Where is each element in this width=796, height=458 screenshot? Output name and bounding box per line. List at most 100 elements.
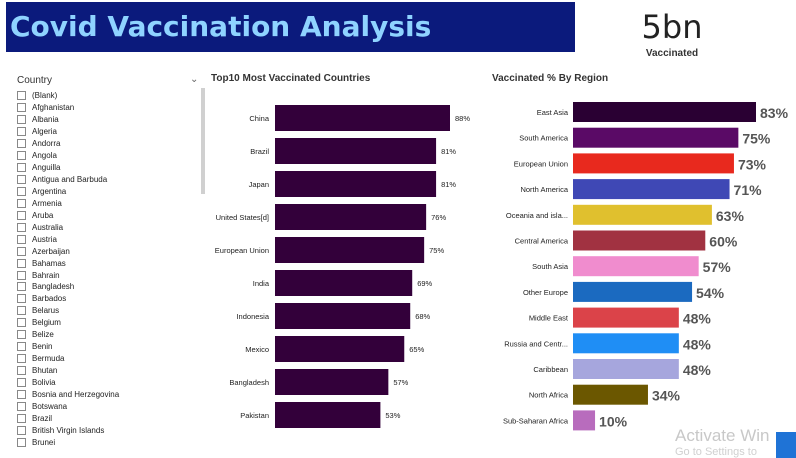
slicer-item[interactable]: Brunei <box>17 436 197 448</box>
checkbox[interactable] <box>17 210 26 220</box>
checkbox[interactable] <box>17 163 26 173</box>
data-label: 63% <box>716 208 745 224</box>
checkbox[interactable] <box>17 413 26 423</box>
checkbox[interactable] <box>17 437 26 447</box>
slicer-item[interactable]: Australia <box>17 221 197 233</box>
bar[interactable] <box>275 402 381 428</box>
checkbox[interactable] <box>17 354 26 364</box>
data-label: 53% <box>385 411 400 420</box>
bar[interactable] <box>573 153 734 174</box>
slicer-item[interactable]: Argentina <box>17 186 197 198</box>
slicer-item-label: Bahamas <box>32 258 66 268</box>
slicer-item[interactable]: Bangladesh <box>17 281 197 293</box>
checkbox[interactable] <box>17 198 26 208</box>
checkbox[interactable] <box>17 389 26 399</box>
title-bar: Covid Vaccination Analysis <box>6 2 575 52</box>
checkbox[interactable] <box>17 306 26 316</box>
slicer-item[interactable]: Azerbaijan <box>17 245 197 257</box>
bar[interactable] <box>573 230 706 251</box>
bar[interactable] <box>573 281 693 302</box>
bar[interactable] <box>573 127 739 148</box>
bar[interactable] <box>573 204 712 225</box>
bar[interactable] <box>275 171 437 197</box>
slicer-item-label: Afghanistan <box>32 103 75 113</box>
checkbox[interactable] <box>17 294 26 304</box>
bar[interactable] <box>573 410 596 431</box>
checkbox[interactable] <box>17 377 26 387</box>
bar[interactable] <box>573 359 679 379</box>
checkbox[interactable] <box>17 151 26 161</box>
bar[interactable] <box>275 303 411 329</box>
slicer-item[interactable]: Albania <box>17 114 197 126</box>
slicer-item[interactable]: Belize <box>17 329 197 341</box>
slicer-item[interactable]: Bahrain <box>17 269 197 281</box>
slicer-item[interactable]: Angola <box>17 150 197 162</box>
slicer-item[interactable]: Andorra <box>17 138 197 150</box>
bar[interactable] <box>275 237 425 263</box>
bar[interactable] <box>275 336 405 362</box>
slicer-item[interactable]: Bhutan <box>17 365 197 377</box>
bar[interactable] <box>275 204 427 230</box>
slicer-item[interactable]: Bosnia and Herzegovina <box>17 388 197 400</box>
slicer-item[interactable]: Belarus <box>17 305 197 317</box>
slicer-item-label: Armenia <box>32 198 62 208</box>
bar[interactable] <box>275 105 450 131</box>
bar[interactable] <box>573 256 699 277</box>
slicer-scrollbar[interactable] <box>201 88 205 194</box>
slicer-item[interactable]: Aruba <box>17 209 197 221</box>
slicer-item[interactable]: Antigua and Barbuda <box>17 174 197 186</box>
data-label: 73% <box>738 156 767 172</box>
checkbox[interactable] <box>17 91 26 101</box>
bar[interactable] <box>275 270 413 296</box>
slicer-item[interactable]: Austria <box>17 233 197 245</box>
checkbox[interactable] <box>17 115 26 125</box>
slicer-item[interactable]: Anguilla <box>17 162 197 174</box>
slicer-item-label: Botswana <box>32 401 68 411</box>
checkbox[interactable] <box>17 246 26 256</box>
slicer-item[interactable]: (Blank) <box>17 90 197 102</box>
slicer-item[interactable]: Afghanistan <box>17 102 197 114</box>
bar[interactable] <box>573 333 679 354</box>
checkbox[interactable] <box>17 258 26 268</box>
chevron-down-icon[interactable]: ⌄ <box>190 74 199 85</box>
data-label: 81% <box>441 180 456 189</box>
slicer-item[interactable]: Armenia <box>17 197 197 209</box>
checkbox[interactable] <box>17 401 26 411</box>
slicer-item[interactable]: Benin <box>17 341 197 353</box>
slicer-item[interactable]: British Virgin Islands <box>17 424 197 436</box>
slicer-item[interactable]: Algeria <box>17 126 197 138</box>
slicer-item[interactable]: Barbados <box>17 293 197 305</box>
checkbox[interactable] <box>17 127 26 137</box>
slicer-item-label: (Blank) <box>32 91 58 101</box>
bar[interactable] <box>275 369 389 395</box>
checkbox[interactable] <box>17 175 26 185</box>
checkbox[interactable] <box>17 318 26 328</box>
checkbox[interactable] <box>17 186 26 196</box>
slicer-item[interactable]: Bahamas <box>17 257 197 269</box>
checkbox[interactable] <box>17 139 26 149</box>
checkbox[interactable] <box>17 222 26 232</box>
slicer-item[interactable]: Brazil <box>17 412 197 424</box>
bar[interactable] <box>275 138 437 164</box>
slicer-item[interactable]: Botswana <box>17 400 197 412</box>
slicer-item-label: Brunei <box>32 437 56 447</box>
checkbox[interactable] <box>17 103 26 113</box>
bar[interactable] <box>573 102 756 122</box>
bar[interactable] <box>573 384 648 405</box>
checkbox[interactable] <box>17 425 26 435</box>
checkbox[interactable] <box>17 366 26 376</box>
slicer-item[interactable]: Belgium <box>17 317 197 329</box>
checkbox[interactable] <box>17 330 26 340</box>
slicer-item[interactable]: Bermuda <box>17 353 197 365</box>
slicer-item[interactable]: Bolivia <box>17 377 197 389</box>
checkbox[interactable] <box>17 282 26 292</box>
kpi-label: Vaccinated <box>645 48 699 59</box>
data-label: 88% <box>455 114 470 123</box>
bar[interactable] <box>573 307 679 328</box>
checkbox[interactable] <box>17 342 26 352</box>
checkbox[interactable] <box>17 270 26 280</box>
data-label: 54% <box>696 285 725 301</box>
checkbox[interactable] <box>17 234 26 244</box>
bar[interactable] <box>573 179 730 200</box>
